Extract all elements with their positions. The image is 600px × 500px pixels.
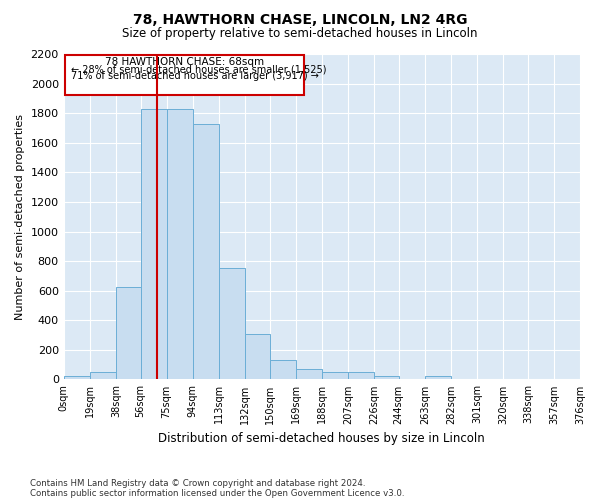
- Text: Size of property relative to semi-detached houses in Lincoln: Size of property relative to semi-detach…: [122, 28, 478, 40]
- FancyBboxPatch shape: [65, 54, 304, 96]
- Bar: [269, 360, 296, 380]
- Text: Contains public sector information licensed under the Open Government Licence v3: Contains public sector information licen…: [30, 488, 404, 498]
- Bar: [219, 268, 245, 380]
- X-axis label: Distribution of semi-detached houses by size in Lincoln: Distribution of semi-detached houses by …: [158, 432, 485, 445]
- Bar: [167, 110, 193, 380]
- Bar: [245, 334, 269, 380]
- Bar: [425, 376, 451, 380]
- Text: Contains HM Land Registry data © Crown copyright and database right 2024.: Contains HM Land Registry data © Crown c…: [30, 478, 365, 488]
- Y-axis label: Number of semi-detached properties: Number of semi-detached properties: [15, 114, 25, 320]
- Bar: [116, 287, 140, 380]
- Text: 71% of semi-detached houses are larger (3,917) →: 71% of semi-detached houses are larger (…: [71, 71, 319, 81]
- Text: ← 28% of semi-detached houses are smaller (1,525): ← 28% of semi-detached houses are smalle…: [71, 64, 326, 74]
- Bar: [322, 372, 348, 380]
- Bar: [374, 376, 399, 380]
- Bar: [140, 110, 167, 380]
- Bar: [348, 372, 374, 380]
- Bar: [90, 372, 116, 380]
- Text: 78 HAWTHORN CHASE: 68sqm: 78 HAWTHORN CHASE: 68sqm: [105, 57, 264, 67]
- Bar: [64, 376, 90, 380]
- Bar: [193, 124, 219, 380]
- Bar: [296, 369, 322, 380]
- Text: 78, HAWTHORN CHASE, LINCOLN, LN2 4RG: 78, HAWTHORN CHASE, LINCOLN, LN2 4RG: [133, 12, 467, 26]
